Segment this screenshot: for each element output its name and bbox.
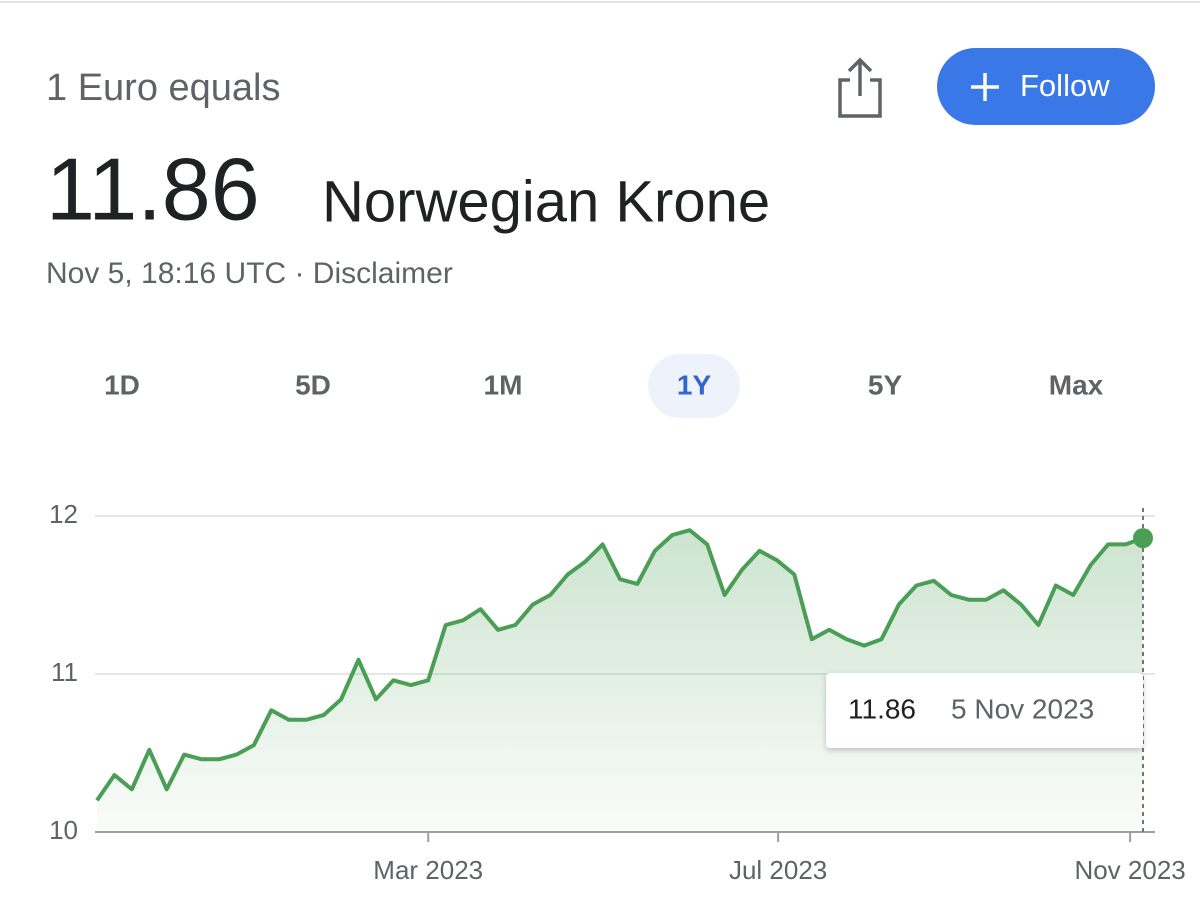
tooltip-date: 5 Nov 2023 <box>951 693 1094 724</box>
timestamp: Nov 5, 18:16 UTC <box>46 257 286 290</box>
end-point <box>1133 528 1153 549</box>
range-tab-highlight <box>648 354 740 418</box>
tooltip-box <box>826 673 1143 748</box>
tooltip-value: 11.86 <box>848 693 916 724</box>
range-tab[interactable]: Max <box>1049 369 1104 400</box>
share-icon-box <box>838 78 882 118</box>
tooltip: 11.86 5 Nov 2023 <box>826 673 1143 748</box>
range-tab[interactable]: 1D <box>104 369 140 400</box>
disclaimer-link[interactable]: Disclaimer <box>313 257 453 290</box>
share-button[interactable] <box>838 57 882 118</box>
follow-button[interactable]: Follow <box>937 48 1155 125</box>
info-line: Nov 5, 18:16 UTC · Disclaimer <box>46 257 453 290</box>
x-tick-label: Nov 2023 <box>1074 855 1185 885</box>
range-tabs: 1D 5D 1M 1Y 5Y Max <box>104 354 1104 418</box>
range-tab-label: 1D <box>104 369 140 400</box>
header-label: 1 Euro equals <box>46 67 281 109</box>
separator: · <box>294 257 304 290</box>
rate-value: 11.86 <box>46 139 260 238</box>
range-tab[interactable]: 5Y <box>868 369 903 400</box>
range-tab-label: 1Y <box>677 369 712 400</box>
currency-name: Norwegian Krone <box>322 169 770 234</box>
line <box>95 528 1144 802</box>
chart: 10 11 12 Mar 2023 Jul 2023 Nov 2023 11.86 5 Nov… <box>49 499 1186 885</box>
range-tab[interactable]: 1M <box>484 369 523 400</box>
area <box>97 530 1143 832</box>
range-tab[interactable]: 1Y <box>648 354 740 418</box>
x-tick-label: Jul 2023 <box>729 855 827 885</box>
range-tab-label: 5D <box>295 369 331 400</box>
y-tick-label: 12 <box>49 499 78 529</box>
x-tick-label: Mar 2023 <box>373 855 483 885</box>
follow-bg <box>937 48 1155 125</box>
y-tick-label: 11 <box>51 657 78 687</box>
range-tab-label: 5Y <box>868 369 903 400</box>
y-tick-label: 10 <box>49 815 78 845</box>
plus-icon <box>971 73 999 101</box>
range-tab[interactable]: 5D <box>295 369 331 400</box>
range-tab-label: 1M <box>484 369 523 400</box>
share-icon-arrow <box>847 57 873 96</box>
follow-label: Follow <box>1020 68 1110 103</box>
range-tab-label: Max <box>1049 369 1104 400</box>
